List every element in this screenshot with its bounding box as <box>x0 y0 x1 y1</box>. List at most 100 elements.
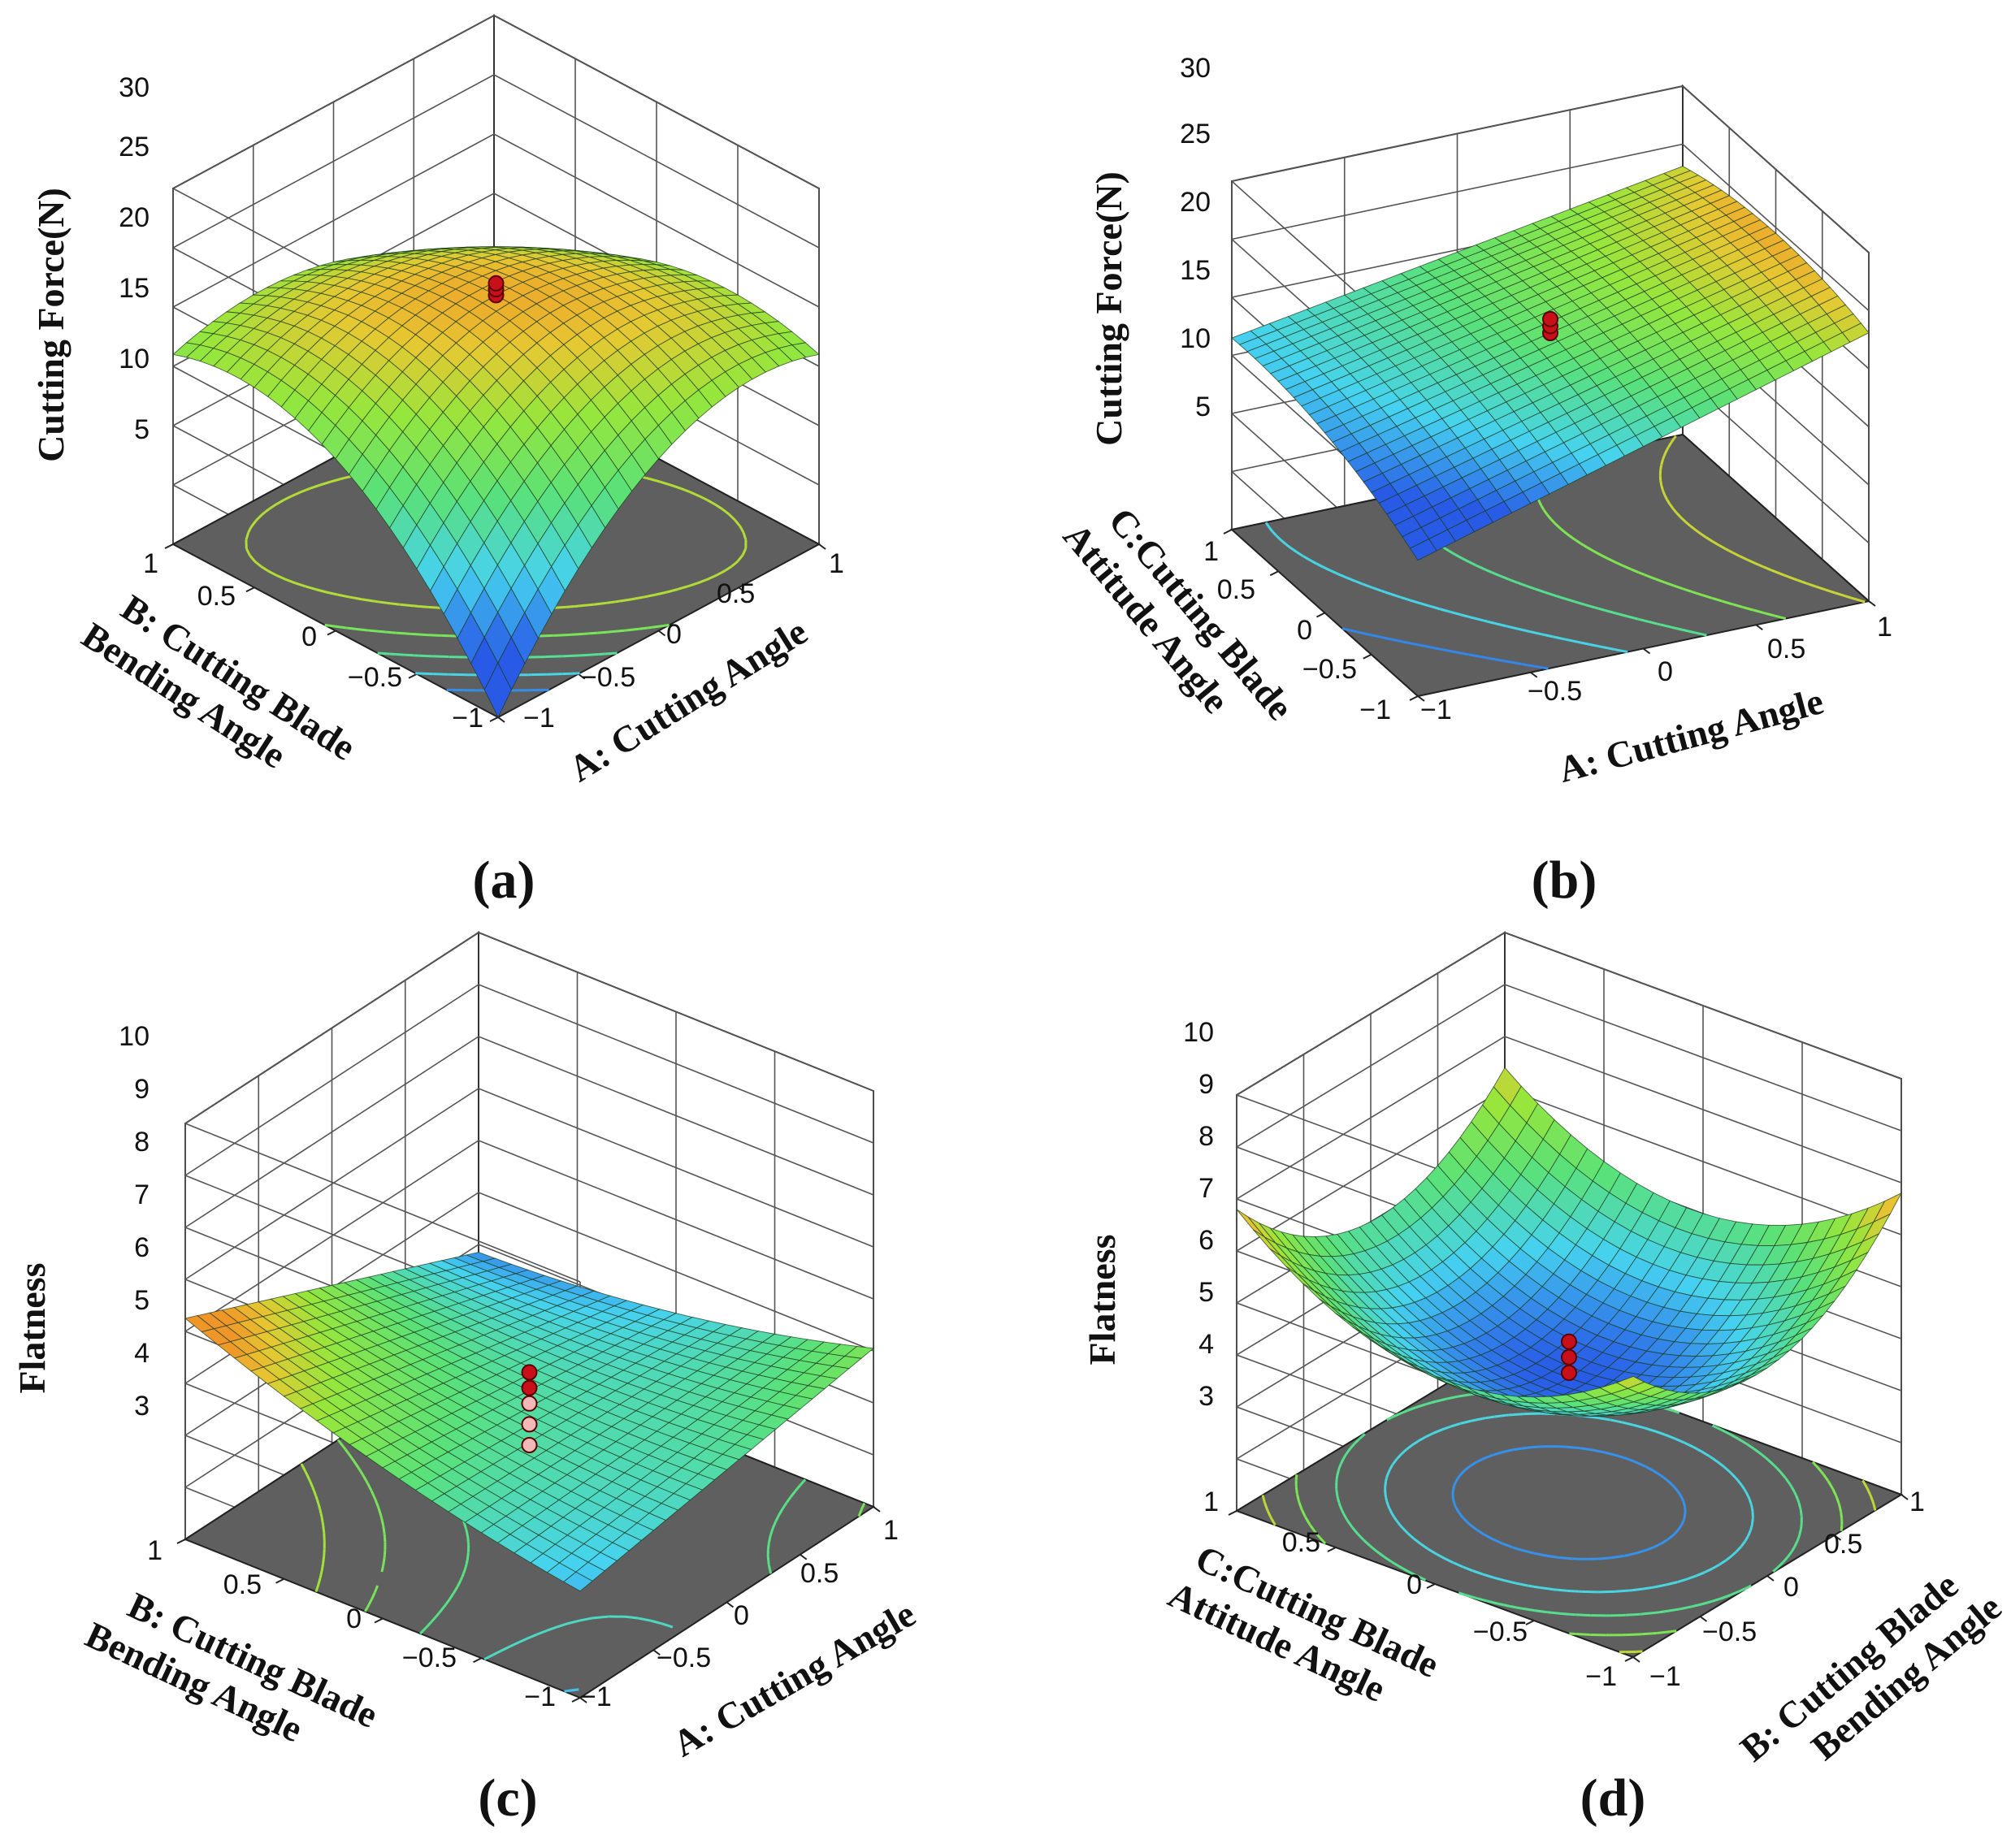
panel-d-contour-segment <box>1692 1445 1702 1453</box>
panel-b-contour-segment <box>1731 551 1741 558</box>
panel-d-contour-segment <box>1604 1451 1616 1456</box>
panel-d-tag: (d) <box>1580 1768 1646 1828</box>
panel-b-contour-segment <box>1662 491 1666 496</box>
panel-d-contour-segment <box>1420 1543 1428 1550</box>
panel-c-wall-gridline <box>184 984 874 1176</box>
panel-c-y-ticks: −1 −0.5 0 0.5 1 <box>147 1535 556 1712</box>
panel-c-design-point <box>521 1364 538 1381</box>
panel-d-contour-segment <box>1385 1478 1388 1482</box>
panel-d-contour-segment <box>1796 1499 1801 1504</box>
panel-a-contour-segment <box>736 554 744 562</box>
panel-b-contour-segment <box>1788 575 1798 582</box>
panel-b-contour-segment <box>1295 551 1304 557</box>
panel-d-z-tick: 5 <box>1198 1277 1214 1308</box>
panel-d-contour-segment <box>1463 1517 1471 1526</box>
panel-d-z-tick: 4 <box>1198 1329 1214 1360</box>
panel-d-contour-segment <box>1454 1506 1460 1513</box>
panel-d-contour-segment <box>1793 1491 1797 1496</box>
panel-c-design-point <box>521 1395 538 1412</box>
panel-d-contour-segment <box>1738 1586 1748 1593</box>
panel-d-contour-segment <box>1418 1435 1427 1443</box>
panel-d-contour-segment <box>1389 1560 1393 1564</box>
panel-d-contour-segment <box>1683 1506 1687 1510</box>
panel-d-contour-segment <box>1515 1582 1528 1587</box>
panel-d-design-points <box>1561 1333 1577 1381</box>
panel-b-contour-segment <box>1289 547 1298 553</box>
panel-c-design-point <box>521 1416 538 1433</box>
panel-d-contour-segment <box>1684 1441 1694 1448</box>
panel-d-contour-segment <box>1773 1464 1779 1469</box>
panel-b-z-tick: 15 <box>1180 255 1211 286</box>
panel-c-contour-segment <box>317 1578 322 1586</box>
panel-b-x-tick: −1 <box>1420 695 1452 725</box>
panel-b-contour-segment <box>1545 513 1552 520</box>
panel-d-contour-segment <box>1766 1458 1775 1467</box>
panel-d-contour-segment <box>1446 1395 1458 1400</box>
panel-a-contour-segment <box>561 672 578 676</box>
panel-d-contour-segment <box>1597 1416 1610 1422</box>
panel-b-contour-segment <box>1700 532 1707 539</box>
panel-b: 5 10 15 20 25 30 −1 −0.5 0 0.5 1 −1 −0.5… <box>1055 53 1892 910</box>
panel-d-contour-segment <box>1469 1461 1477 1468</box>
panel-a-x-tick-mark <box>497 716 505 723</box>
panel-c-contour-segment <box>364 1607 369 1612</box>
panel-d-contour-segment <box>1749 1527 1753 1531</box>
panel-a-contour-segment <box>400 603 414 608</box>
panel-d-contour-segment <box>1497 1602 1510 1608</box>
panel-b-contour-segment <box>1662 489 1665 493</box>
panel-a-contour-segment <box>697 581 701 585</box>
panel-d-contour-segment <box>1341 1509 1345 1515</box>
panel-b-contour-segment <box>1599 553 1609 560</box>
panel-d-contour-segment <box>1840 1512 1844 1519</box>
panel-a-contour-segment <box>631 596 639 601</box>
panel-d-contour-segment <box>1294 1487 1298 1494</box>
panel-c-contour-segment <box>790 1490 797 1498</box>
panel-d-contour-segment <box>1624 1456 1627 1460</box>
panel-c-contour-segment <box>527 1633 538 1640</box>
panel-c-contour-segment <box>424 1621 432 1629</box>
panel-c-y-tick-mark <box>374 1617 384 1624</box>
panel-a-contour-segment <box>687 582 699 588</box>
panel-b-contour-segment <box>1508 578 1512 582</box>
panel-d-contour-segment <box>1869 1493 1873 1497</box>
panel-a: 5 10 15 20 25 30 −1 −0.5 0 0.5 1 −1 −0.5… <box>30 14 844 910</box>
panel-b-x-tick-mark <box>1642 647 1651 655</box>
panel-d-contour-segment <box>1777 1561 1784 1569</box>
panel-c-contour-segment <box>374 1499 379 1508</box>
panel-d-contour-segment <box>1345 1517 1349 1522</box>
panel-b-contour-segment <box>1701 594 1713 599</box>
panel-b-contour-segment <box>1346 576 1355 582</box>
panel-d-contour-segment <box>1740 1540 1746 1547</box>
panel-b-contour-segment <box>1660 485 1664 491</box>
panel-b-contour-segment <box>1525 584 1536 591</box>
panel-d-x-tick-mark <box>1632 1656 1640 1663</box>
panel-d-contour-segment <box>1493 1576 1505 1582</box>
panel-a-z-ticks: 5 10 15 20 25 30 <box>119 72 150 445</box>
panel-a-contour-segment <box>655 591 665 596</box>
panel-a-contour-segment <box>574 604 580 608</box>
panel-b-contour-segment <box>1538 665 1549 670</box>
panel-d-contour-segment <box>1492 1538 1503 1545</box>
panel-d-x-tick: −1 <box>1649 1661 1681 1692</box>
panel-d-contour-segment <box>1660 1474 1668 1482</box>
panel-d-contour-segment <box>1776 1467 1781 1473</box>
panel-b-contour-segment <box>1368 633 1380 638</box>
panel-d-contour-segment <box>1626 1633 1640 1637</box>
panel-b-contour-segment <box>1440 608 1450 613</box>
panel-d-contour-segment <box>1472 1569 1484 1576</box>
panel-c-x-axis-label: A: Cutting Angle <box>666 1593 922 1765</box>
panel-b-contour-segment <box>1541 633 1545 636</box>
panel-b-contour-segment <box>1659 465 1663 471</box>
panel-a-contour-segment <box>292 581 296 585</box>
panel-b-contour-segment <box>1525 629 1530 633</box>
panel-d-contour-segment <box>1459 1514 1465 1520</box>
panel-a-contour-segment <box>337 593 350 599</box>
panel-c-y-tick-mark <box>176 1539 186 1544</box>
panel-b-contour-segment <box>1582 543 1588 549</box>
panel-d-contour-segment <box>1304 1517 1311 1526</box>
panel-c-contour-segment <box>536 1629 548 1636</box>
panel-c-contour-segment <box>463 1523 467 1530</box>
panel-b-contour-segment <box>1770 569 1781 575</box>
panel-d-contour-segment <box>1772 1565 1779 1573</box>
panel-d-contour-segment <box>1545 1554 1558 1559</box>
